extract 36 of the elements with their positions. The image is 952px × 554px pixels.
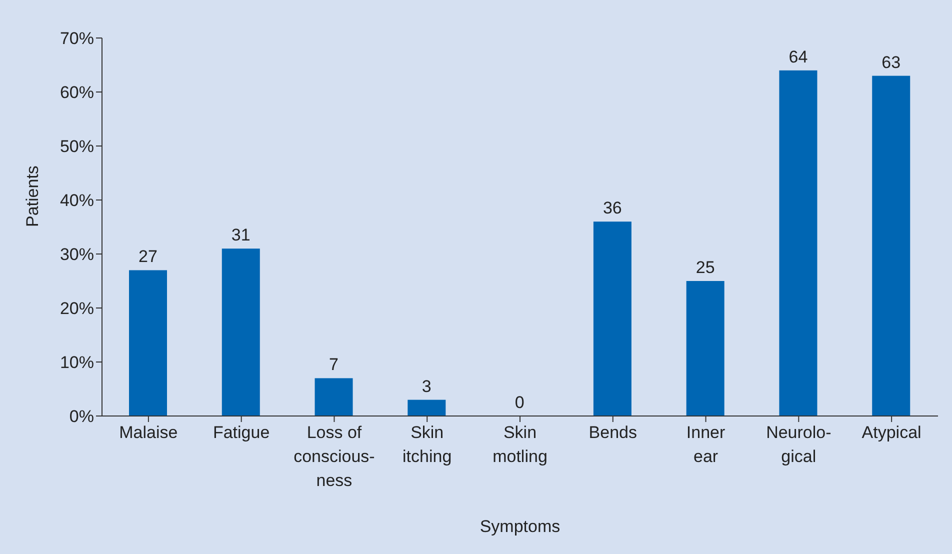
x-tick-label: Skin itching xyxy=(402,423,452,466)
data-label: 64 xyxy=(788,47,808,66)
data-label: 31 xyxy=(231,226,250,245)
bar xyxy=(779,70,818,416)
y-tick-label: 40% xyxy=(60,191,94,210)
y-axis-title: Patients xyxy=(23,166,42,227)
bar xyxy=(593,222,632,416)
y-tick-label: 30% xyxy=(60,245,94,264)
y-tick-label: 50% xyxy=(60,137,94,156)
bar xyxy=(129,270,167,416)
data-label: 3 xyxy=(422,376,432,396)
y-tick-label: 10% xyxy=(60,353,94,372)
x-tick-label: Atypical xyxy=(862,423,922,442)
x-tick-label: Fatigue xyxy=(212,423,270,442)
bar xyxy=(872,76,910,416)
x-tick-label: Inner ear xyxy=(686,423,726,466)
x-tick-label: Skin motling xyxy=(492,423,548,466)
y-tick-label: 20% xyxy=(60,299,94,318)
x-tick-label: Malaise xyxy=(119,423,178,442)
y-tick-label: 0% xyxy=(69,407,94,426)
x-axis-title: Symptoms xyxy=(480,517,560,536)
data-label: 27 xyxy=(138,247,158,266)
data-label: 0 xyxy=(514,393,524,412)
y-tick-label: 60% xyxy=(60,83,94,102)
bar xyxy=(222,248,260,416)
bar xyxy=(314,378,353,416)
data-label: 25 xyxy=(696,258,715,277)
bar xyxy=(408,400,446,416)
bar xyxy=(686,281,724,416)
data-label: 7 xyxy=(329,355,339,374)
x-tick-label: Bends xyxy=(588,423,637,442)
x-tick-label: Neurolo- gical xyxy=(766,423,832,466)
data-label: 36 xyxy=(602,198,622,218)
data-label: 63 xyxy=(882,52,901,72)
y-tick-label: 70% xyxy=(60,29,94,48)
x-tick-label: Loss of conscious- ness xyxy=(294,423,375,490)
